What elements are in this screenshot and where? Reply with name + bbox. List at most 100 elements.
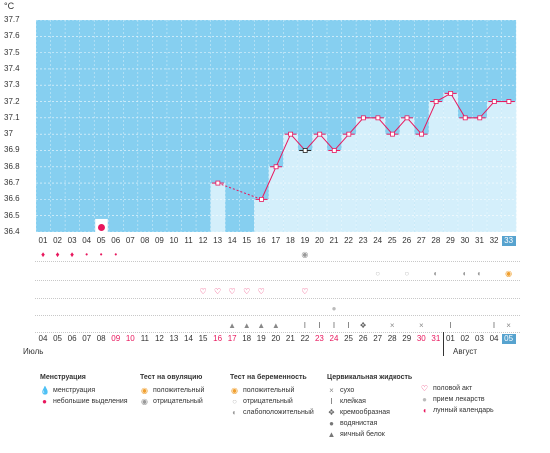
cycle-day-label[interactable]: 17 bbox=[271, 236, 281, 245]
date-label[interactable]: 01 bbox=[445, 334, 455, 343]
menstruation-heavy-icon[interactable]: ♦ bbox=[70, 250, 75, 259]
date-label[interactable]: 24 bbox=[329, 334, 339, 343]
cycle-day-label[interactable]: 02 bbox=[53, 236, 62, 245]
sticky-icon[interactable]: I bbox=[449, 321, 452, 330]
cycle-day-label[interactable]: 04 bbox=[82, 236, 92, 245]
heart-icon[interactable]: ♡ bbox=[257, 287, 265, 296]
date-label[interactable]: 21 bbox=[285, 334, 295, 343]
date-label[interactable]: 18 bbox=[242, 334, 252, 343]
cycle-day-label[interactable]: 03 bbox=[67, 236, 77, 245]
dry-icon[interactable]: × bbox=[389, 321, 395, 330]
cycle-day-label[interactable]: 24 bbox=[373, 236, 383, 245]
cycle-day-label[interactable]: 05 bbox=[96, 236, 106, 245]
heart-icon[interactable]: ♡ bbox=[301, 287, 309, 296]
cycle-day-label[interactable]: 29 bbox=[445, 236, 455, 245]
sticky-icon[interactable]: I bbox=[347, 321, 350, 330]
sticky-icon[interactable]: I bbox=[492, 321, 496, 330]
cycle-day-label[interactable]: 20 bbox=[314, 236, 324, 245]
cycle-day-label[interactable]: 15 bbox=[242, 236, 252, 245]
cycle-day-label[interactable]: 01 bbox=[38, 236, 48, 245]
date-label[interactable]: 23 bbox=[314, 334, 324, 343]
date-label[interactable]: 29 bbox=[402, 334, 412, 343]
date-label[interactable]: 31 bbox=[431, 334, 441, 343]
ovulation-negative-icon[interactable]: ◉ bbox=[301, 250, 309, 259]
heart-icon[interactable]: ♡ bbox=[243, 287, 251, 296]
date-label[interactable]: 17 bbox=[227, 334, 237, 343]
cycle-day-label[interactable]: 16 bbox=[256, 236, 266, 245]
egg-white-icon[interactable]: ▲ bbox=[242, 321, 251, 330]
pregnancy-negative-icon[interactable]: ○ bbox=[375, 269, 381, 278]
cycle-day-label[interactable]: 08 bbox=[140, 236, 150, 245]
pregnancy-weak-icon[interactable]: ◐ bbox=[433, 269, 439, 278]
heart-icon[interactable]: ♡ bbox=[199, 287, 207, 296]
egg-white-icon[interactable]: ▲ bbox=[228, 321, 237, 330]
cycle-day-label[interactable]: 19 bbox=[300, 236, 310, 245]
date-label[interactable]: 02 bbox=[460, 334, 470, 343]
cycle-day-label[interactable]: 22 bbox=[344, 236, 353, 245]
date-label[interactable]: 19 bbox=[256, 334, 266, 343]
dry-icon[interactable]: × bbox=[418, 321, 424, 330]
date-label[interactable]: 05 bbox=[53, 334, 62, 343]
cycle-day-label[interactable]: 32 bbox=[489, 236, 499, 245]
menstruation-heavy-icon[interactable]: ♦ bbox=[55, 250, 60, 259]
creamy-icon[interactable]: ❖ bbox=[359, 321, 367, 330]
date-label[interactable]: 22 bbox=[300, 334, 310, 343]
date-label[interactable]: 27 bbox=[373, 334, 383, 343]
cycle-day-label[interactable]: 06 bbox=[111, 236, 121, 245]
date-label[interactable]: 28 bbox=[387, 334, 397, 343]
menstruation-light-icon[interactable]: • bbox=[99, 250, 103, 259]
date-label[interactable]: 15 bbox=[198, 334, 208, 343]
cycle-day-label[interactable]: 28 bbox=[431, 236, 441, 245]
cycle-day-label[interactable]: 30 bbox=[460, 236, 470, 245]
sticky-icon[interactable]: I bbox=[332, 321, 336, 330]
heart-icon[interactable]: ♡ bbox=[214, 287, 222, 296]
egg-white-icon[interactable]: ▲ bbox=[257, 321, 266, 330]
cycle-day-label[interactable]: 21 bbox=[329, 236, 339, 245]
menstruation-light-icon[interactable]: • bbox=[114, 250, 118, 259]
cycle-day-label[interactable]: 07 bbox=[125, 236, 135, 245]
cycle-day-label[interactable]: 25 bbox=[387, 236, 397, 245]
date-label[interactable]: 09 bbox=[111, 334, 121, 343]
date-label[interactable]: 08 bbox=[96, 334, 106, 343]
pregnancy-weak-icon[interactable]: ◐ bbox=[462, 269, 468, 278]
cycle-day-label[interactable]: 10 bbox=[169, 236, 179, 245]
date-label[interactable]: 03 bbox=[475, 334, 484, 343]
sticky-icon[interactable]: I bbox=[318, 321, 321, 330]
cycle-day-label[interactable]: 27 bbox=[416, 236, 426, 245]
pregnancy-weak-icon[interactable]: ◐ bbox=[477, 269, 482, 278]
sticky-icon[interactable]: I bbox=[303, 321, 306, 330]
date-label[interactable]: 14 bbox=[184, 334, 193, 343]
date-label[interactable]: 30 bbox=[416, 334, 426, 343]
date-label[interactable]: 26 bbox=[358, 334, 368, 343]
cycle-day-label[interactable]: 11 bbox=[184, 236, 193, 245]
dry-icon[interactable]: × bbox=[506, 321, 511, 330]
date-label[interactable]: 13 bbox=[169, 334, 179, 343]
cycle-day-label[interactable]: 14 bbox=[227, 236, 237, 245]
date-label[interactable]: 20 bbox=[271, 334, 281, 343]
date-label[interactable]: 12 bbox=[154, 334, 164, 343]
date-label[interactable]: 04 bbox=[38, 334, 48, 343]
date-label[interactable]: 05 bbox=[501, 334, 516, 344]
cycle-day-label[interactable]: 18 bbox=[285, 236, 295, 245]
menstruation-light-icon[interactable]: • bbox=[85, 250, 89, 259]
cycle-day-label[interactable]: 23 bbox=[358, 236, 368, 245]
date-label[interactable]: 16 bbox=[213, 334, 223, 343]
date-label[interactable]: 11 bbox=[140, 334, 149, 343]
pregnancy-negative-icon[interactable]: ○ bbox=[404, 269, 410, 278]
cycle-day-label[interactable]: 31 bbox=[475, 236, 484, 245]
date-label[interactable]: 25 bbox=[344, 334, 353, 343]
pill-icon[interactable]: ● bbox=[331, 304, 337, 313]
date-label[interactable]: 04 bbox=[489, 334, 499, 343]
date-label[interactable]: 10 bbox=[125, 334, 135, 343]
cycle-day-label[interactable]: 33 bbox=[501, 236, 516, 246]
menstruation-heavy-icon[interactable]: ♦ bbox=[40, 250, 46, 259]
date-label[interactable]: 06 bbox=[67, 334, 77, 343]
cycle-day-label[interactable]: 12 bbox=[198, 236, 208, 245]
heart-icon[interactable]: ♡ bbox=[228, 287, 236, 296]
pregnancy-positive-icon[interactable]: ◉ bbox=[505, 269, 513, 278]
cycle-day-label[interactable]: 26 bbox=[402, 236, 412, 245]
cycle-day-label[interactable]: 09 bbox=[154, 236, 164, 245]
cycle-day-label[interactable]: 13 bbox=[213, 236, 223, 245]
date-label[interactable]: 07 bbox=[82, 334, 92, 343]
egg-white-icon[interactable]: ▲ bbox=[271, 321, 280, 330]
